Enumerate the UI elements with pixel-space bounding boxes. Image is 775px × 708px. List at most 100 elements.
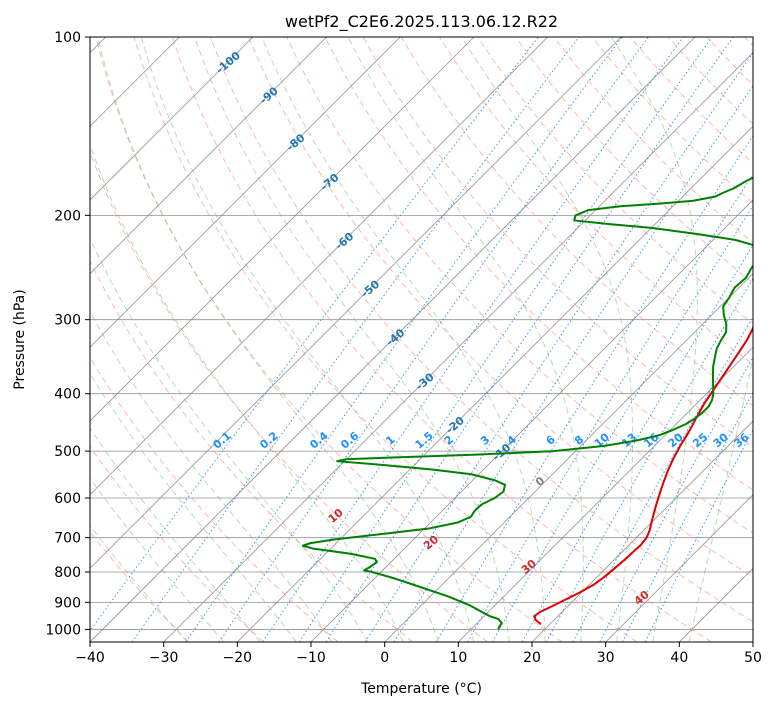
mixing-ratio-line <box>262 37 684 642</box>
isotherm-line <box>90 37 254 201</box>
mixing-ratio-label: 25 <box>690 431 710 451</box>
x-tick-label: −30 <box>149 650 179 666</box>
moist-adiabat-line <box>90 427 261 642</box>
mixing-ratio-line <box>491 204 753 642</box>
isotherm-line <box>384 273 753 642</box>
dry-adiabat-line <box>286 37 753 534</box>
moist-adiabat-label: -50 <box>359 277 383 300</box>
sounding-series <box>301 176 753 630</box>
dry-adiabat-line <box>171 37 712 642</box>
moist-adiabat-line <box>90 143 404 642</box>
dry-adiabat-line <box>90 531 190 642</box>
y-tick-label: 800 <box>54 565 81 581</box>
dry-adiabat-label: 40 <box>632 588 652 608</box>
temperature-line <box>533 297 753 626</box>
x-tick-label: 30 <box>597 650 615 666</box>
dewpoint-line <box>301 176 753 630</box>
plot-area: 0.1 0.2 0.4 0.6 1 1.5 2 3 4 6 8 10 13 16 20 25 30 3610203… <box>90 37 753 642</box>
isotherm-line <box>90 37 622 569</box>
mixing-ratio-line <box>298 37 713 642</box>
y-tick-label: 500 <box>54 444 81 460</box>
x-axis-label: Temperature (°C) <box>360 681 482 697</box>
chart-title: wetPf2_C2E6.2025.113.06.12.R22 <box>285 12 558 32</box>
mixing-ratio-line <box>467 173 753 642</box>
dry-adiabat-line <box>210 37 753 623</box>
dry-adiabat-line <box>90 150 488 642</box>
moist-adiabat-line <box>140 37 475 642</box>
mixing-ratio-line <box>545 277 753 642</box>
mixing-ratio-label: 0.1 <box>211 429 234 451</box>
isotherm-line <box>605 494 753 642</box>
isotherm-line <box>531 420 753 642</box>
moist-adiabat-line <box>688 355 753 642</box>
y-tick-label: 400 <box>54 387 81 403</box>
dry-adiabat-line <box>248 37 753 578</box>
dry-adiabat-line <box>553 37 753 244</box>
isotherm-line <box>90 37 696 642</box>
moist-adiabat-label: -80 <box>284 131 308 154</box>
mixing-ratio-line <box>521 244 753 642</box>
moist-adiabat-line <box>194 37 510 642</box>
mixing-ratio-label: 2 <box>442 433 456 448</box>
y-axis-label: Pressure (hPa) <box>12 289 28 389</box>
isotherm-line <box>679 567 753 642</box>
dry-adiabat-line <box>133 37 638 642</box>
dry-adiabat-line <box>515 37 753 284</box>
mixing-ratio-label: 8 <box>572 433 586 448</box>
mixing-ratio-label: 1.5 <box>413 429 436 451</box>
moist-adiabat-line <box>90 310 333 642</box>
moist-adiabat-line <box>97 37 439 642</box>
moist-adiabat-line <box>90 236 369 642</box>
mixing-ratio-label: 0.6 <box>338 429 362 452</box>
moist-adiabat-line <box>461 37 634 642</box>
dry-adiabat-label: 10 <box>326 506 346 526</box>
mixing-ratio-label: 0.4 <box>307 429 331 452</box>
mixing-ratio-line <box>90 37 539 632</box>
mixing-ratio-line <box>131 37 580 642</box>
moist-adiabat-line <box>90 477 225 642</box>
isotherm-line <box>310 199 753 642</box>
isotherm-line <box>90 37 327 275</box>
mixing-ratio-line <box>644 428 753 642</box>
isotherm-line <box>752 641 753 642</box>
pressure-grid <box>90 37 753 630</box>
y-tick-label: 1000 <box>45 622 81 638</box>
mixing-ratio-line <box>364 51 753 642</box>
y-tick-label: 600 <box>54 491 81 507</box>
y-tick-label: 300 <box>54 313 81 329</box>
y-axis: 100 200 300 400 500 600 700 800 900 1000 <box>45 30 90 638</box>
isotherm-line <box>458 346 753 642</box>
mixing-ratio-line <box>435 134 753 642</box>
mixing-ratio-label: 36 <box>732 430 752 450</box>
mixing-ratio-line <box>572 315 753 642</box>
isotherm-line <box>90 37 548 496</box>
mixing-ratio-label: 1 <box>383 433 397 448</box>
mixing-ratio-label: 6 <box>544 433 558 448</box>
x-tick-label: 20 <box>523 650 541 666</box>
moist-adiabat-label: -60 <box>333 230 357 253</box>
isotherm-line <box>237 125 753 642</box>
x-tick-label: 40 <box>670 650 688 666</box>
x-tick-label: 10 <box>449 650 467 666</box>
x-tick-label: −20 <box>223 650 253 666</box>
moist-adiabats <box>90 37 753 642</box>
moist-adiabat-label: -100 <box>214 49 244 77</box>
moist-adiabat-label: -40 <box>384 326 408 349</box>
mixing-ratio-line <box>185 37 623 642</box>
moist-adiabat-line <box>610 37 698 642</box>
dry-adiabat-line <box>706 37 753 86</box>
plot-frame <box>89 36 754 643</box>
moist-adiabat-label: -70 <box>318 171 342 194</box>
dry-adiabat-line <box>744 37 753 47</box>
dry-adiabat-line <box>90 356 339 642</box>
x-axis: −40 −30 −20 −10 0 10 20 30 40 50 <box>75 642 762 666</box>
moist-adiabat-line <box>261 37 546 642</box>
x-tick-label: −40 <box>75 650 105 666</box>
mixing-ratio-line <box>393 84 753 642</box>
moist-adiabat-line <box>90 524 188 642</box>
x-tick-label: 50 <box>744 650 762 666</box>
dry-adiabat-line <box>90 445 264 642</box>
y-tick-label: 200 <box>54 208 81 224</box>
isotherm-line <box>90 37 475 422</box>
